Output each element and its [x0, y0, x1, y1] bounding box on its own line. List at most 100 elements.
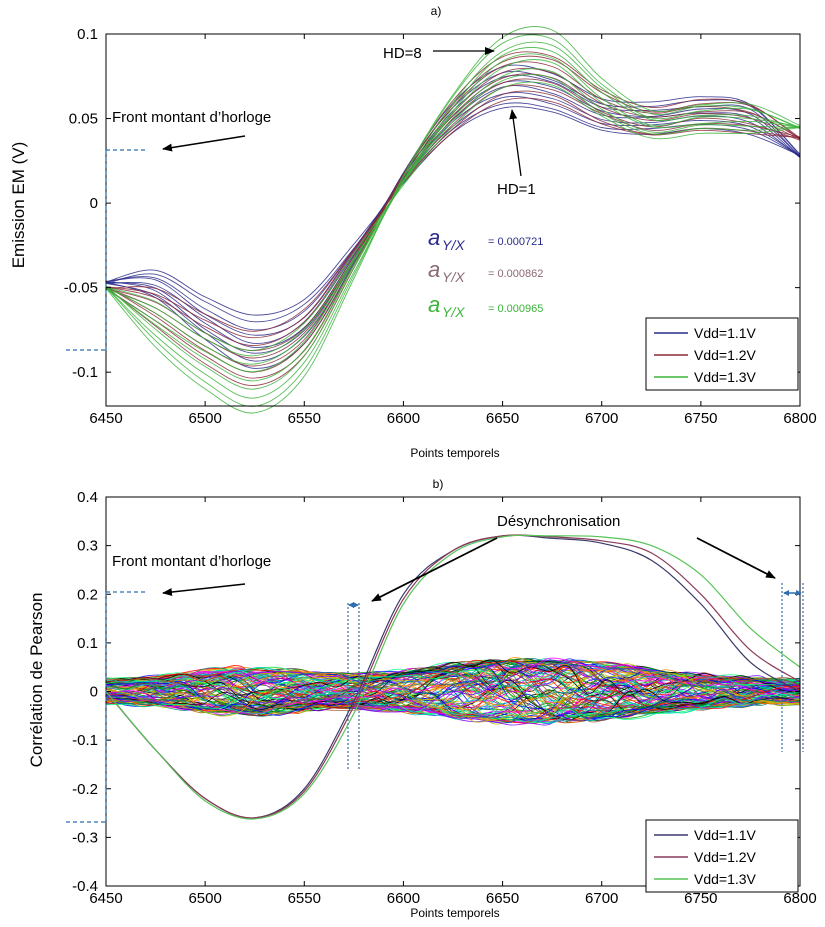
noise-trace: [105, 662, 801, 723]
y-tick-label: -0.3: [72, 829, 98, 846]
desync-arrow-right: [696, 537, 776, 579]
x-tick-label: 6750: [684, 890, 717, 907]
desync-window-2: [781, 583, 804, 752]
noise-trace: [105, 667, 801, 719]
noise-trace: [105, 659, 801, 709]
clock-edge-arrow: [162, 583, 246, 596]
y-tick-label: 0.1: [77, 26, 98, 43]
legend-label: Vdd=1.3V: [694, 369, 757, 385]
noise-trace: [105, 671, 801, 722]
x-tick-label: 6600: [387, 410, 420, 427]
y-tick-label: -0.1: [72, 732, 98, 749]
legend-box: [645, 317, 799, 391]
y-tick-label: 0: [90, 195, 98, 212]
noise-trace: [105, 658, 801, 714]
chart-a-y-axis-label: Emission EM (V): [9, 142, 28, 269]
noise-trace: [105, 659, 801, 706]
svg-text:= 0.000965: = 0.000965: [488, 303, 543, 315]
chart-a-annotations: Front montant d’horloge HD=8 HD=1 a Y/X …: [66, 45, 543, 351]
noise-trace: [105, 659, 801, 708]
series-line-2: [105, 534, 801, 819]
chart-b-y-axis-label: Corrélation de Pearson: [27, 593, 46, 768]
x-tick-label: 6450: [89, 410, 122, 427]
svg-text:Y/X: Y/X: [442, 269, 465, 285]
series-line-3: [105, 68, 801, 365]
series-line-2: [105, 73, 801, 359]
noise-trace: [105, 666, 801, 721]
x-tick-label: 6600: [387, 890, 420, 907]
chart-b-annotations: Front montant d’horloge Désynchronisatio…: [66, 513, 804, 823]
noise-trace: [105, 670, 801, 719]
x-tick-label: 6500: [188, 890, 221, 907]
noise-trace: [105, 671, 801, 723]
clock-edge-label: Front montant d’horloge: [112, 109, 271, 126]
chart-a-legend: Vdd=1.1V Vdd=1.2V Vdd=1.3V: [645, 317, 799, 391]
chart-a-axes: 6450 6500 6550 6600 6650 6700 6750 6800 -0.1 -0.0…: [64, 26, 817, 427]
svg-text:= 0.000721: = 0.000721: [488, 236, 543, 248]
series-line-3: [105, 59, 801, 373]
series-line-3: [105, 81, 801, 351]
series-line-3: [105, 41, 801, 399]
x-tick-label: 6500: [188, 410, 221, 427]
series-line-2: [105, 51, 801, 386]
legend-box: [645, 819, 799, 893]
series-line-3: [105, 53, 801, 382]
chart-b-x-axis-label: Points temporels: [410, 906, 499, 920]
legend-label: Vdd=1.2V: [694, 849, 757, 865]
legend-label: Vdd=1.3V: [694, 871, 757, 887]
x-tick-label: 6700: [585, 410, 618, 427]
series-line-2: [105, 97, 801, 332]
x-tick-label: 6550: [288, 890, 321, 907]
noise-trace: [105, 669, 801, 722]
chart-b-curves: [105, 534, 801, 820]
series-line-3: [105, 26, 801, 414]
y-tick-label: -0.4: [72, 878, 98, 895]
legend-label: Vdd=1.1V: [694, 827, 757, 843]
x-tick-label: 6450: [89, 890, 122, 907]
y-tick-label: 0.05: [69, 111, 98, 128]
series-line-2: [105, 90, 801, 339]
x-tick-label: 6700: [585, 890, 618, 907]
series-line-2: [105, 84, 801, 347]
chart-a-curves: [105, 26, 801, 414]
y-tick-label: 0: [90, 684, 98, 701]
chart-a-x-axis-label: Points temporels: [410, 446, 499, 460]
y-tick-label: 0.2: [77, 586, 98, 603]
y-tick-label: -0.05: [64, 280, 98, 297]
noise-trace: [105, 667, 801, 721]
chart-b: b) Corrélation de Pearson Points tempore…: [27, 477, 817, 920]
series-line-1: [105, 102, 801, 323]
svg-text:= 0.000862: = 0.000862: [488, 268, 543, 280]
chart-a-title: a): [431, 4, 442, 18]
svg-text:a: a: [428, 257, 440, 282]
svg-text:Y/X: Y/X: [442, 304, 465, 320]
series-line-3: [105, 46, 801, 390]
y-tick-label: 0.4: [77, 489, 98, 506]
noise-trace: [105, 660, 801, 714]
svg-text:a: a: [428, 292, 440, 317]
y-tick-label: -0.1: [72, 364, 98, 381]
clock-edge-label: Front montant d’horloge: [112, 553, 271, 570]
x-tick-label: 6800: [783, 410, 816, 427]
series-line-3: [105, 34, 801, 407]
hd8-label: HD=8: [383, 45, 422, 62]
y-tick-label: 0.3: [77, 538, 98, 555]
clock-edge-arrow: [162, 135, 246, 152]
x-tick-label: 6550: [288, 410, 321, 427]
hd1-label: HD=1: [497, 181, 536, 198]
slope-mauve: a Y/X = 0.000862: [428, 257, 543, 285]
chart-a: a) Emission EM (V) Points temporels 6450…: [9, 4, 817, 460]
chart-b-title: b): [433, 477, 444, 491]
desync-arrow-left: [371, 537, 498, 602]
legend-label: Vdd=1.1V: [694, 325, 757, 341]
desync-label: Désynchronisation: [497, 513, 620, 530]
noise-trace: [105, 667, 801, 721]
slope-green: a Y/X = 0.000965: [428, 292, 543, 320]
y-tick-label: 0.1: [77, 635, 98, 652]
x-tick-label: 6650: [486, 890, 519, 907]
x-tick-label: 6800: [783, 890, 816, 907]
noise-trace: [105, 666, 801, 721]
x-tick-label: 6650: [486, 410, 519, 427]
series-line-1: [105, 64, 801, 369]
